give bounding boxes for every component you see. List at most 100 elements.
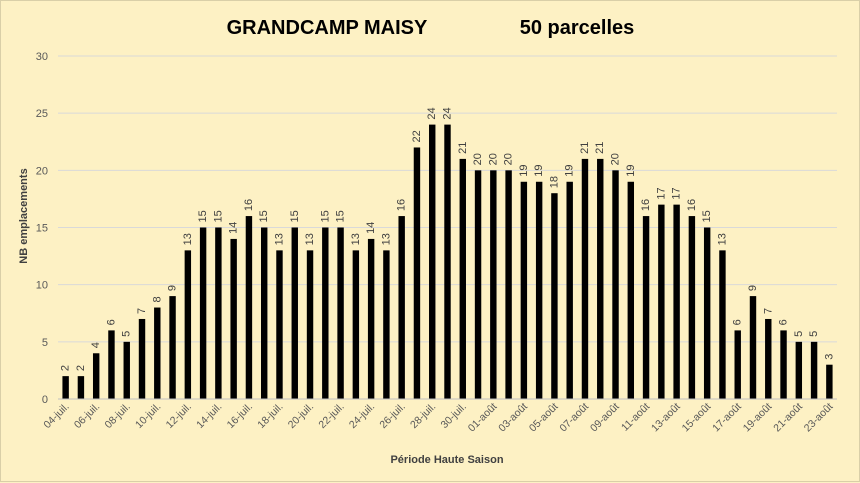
bar-24-juil. (367, 238, 375, 399)
data-label-11-juil.: 9 (167, 285, 179, 291)
bar-14-juil. (215, 227, 222, 399)
bar-31-juil. (474, 170, 482, 399)
data-label-04-août: 19 (533, 165, 545, 177)
data-label-14-juil.: 15 (212, 210, 224, 222)
data-label-10-juil.: 8 (151, 296, 163, 302)
data-label-08-août: 21 (594, 142, 606, 154)
bar-18-août (749, 296, 757, 399)
data-label-13-août: 17 (671, 187, 683, 199)
bar-27-juil. (413, 147, 421, 399)
y-tick-label: 15 (36, 223, 48, 235)
bar-07-juil. (108, 330, 115, 399)
bar-14-août (688, 216, 696, 399)
data-label-05-août: 18 (548, 176, 560, 188)
x-tick-label: 05-août (527, 401, 561, 435)
bar-23-juil. (352, 250, 360, 399)
data-label-27-juil.: 22 (411, 130, 423, 142)
data-label-31-juil.: 20 (472, 153, 484, 165)
bar-12-juil. (184, 250, 192, 399)
data-label-01-août: 20 (487, 153, 499, 165)
data-label-06-juil.: 4 (90, 342, 102, 348)
data-label-20-juil.: 13 (304, 233, 316, 245)
x-tick-label: 10-juil. (133, 401, 163, 431)
data-label-15-août: 15 (701, 210, 713, 222)
data-label-28-juil.: 24 (426, 107, 438, 119)
data-label-17-août: 6 (732, 319, 744, 325)
data-label-26-juil.: 16 (396, 199, 408, 211)
data-label-08-juil.: 5 (121, 331, 133, 337)
data-label-13-juil.: 15 (197, 210, 209, 222)
bar-28-juil. (429, 124, 436, 399)
data-label-15-juil.: 14 (228, 222, 240, 234)
x-tick-label: 21-août (771, 401, 805, 435)
y-axis-title: NB emplacements (18, 168, 30, 263)
x-tick-label: 07-août (557, 401, 591, 435)
bar-16-août (719, 250, 726, 399)
bar-08-août (597, 158, 604, 399)
data-label-17-juil.: 15 (258, 210, 270, 222)
x-tick-label: 11-août (619, 401, 652, 434)
data-label-02-août: 20 (503, 153, 515, 165)
data-label-20-août: 6 (778, 319, 790, 325)
data-label-10-août: 19 (625, 165, 637, 177)
bar-08-juil. (123, 341, 130, 399)
bar-18-juil. (276, 250, 283, 399)
y-tick-label: 30 (36, 51, 48, 63)
data-label-19-août: 7 (762, 308, 774, 314)
data-label-11-août: 16 (640, 199, 652, 211)
data-label-16-août: 13 (716, 233, 728, 245)
x-tick-label: 17-août (710, 401, 744, 435)
data-label-03-août: 19 (518, 165, 530, 177)
bar-26-juil. (398, 216, 405, 399)
bar-23-août (826, 364, 833, 399)
bar-09-août (612, 170, 619, 399)
data-label-21-août: 5 (793, 331, 805, 337)
data-label-07-août: 21 (579, 142, 591, 154)
x-tick-label: 14-juil. (194, 401, 224, 431)
chart-subtitle: 50 parcelles (520, 17, 635, 39)
bar-09-juil. (138, 318, 146, 399)
data-label-06-août: 19 (564, 165, 576, 177)
data-label-23-juil.: 13 (350, 233, 362, 245)
bar-03-août (520, 181, 528, 399)
x-axis-title: Période Haute Saison (390, 454, 503, 466)
bar-02-août (505, 170, 512, 399)
data-label-24-juil.: 14 (365, 222, 377, 234)
bar-21-juil. (322, 227, 329, 399)
y-axis-ticks: 0 5 10 15 20 25 30 (36, 51, 48, 406)
data-label-09-juil.: 7 (136, 308, 148, 314)
data-label-04-juil.: 2 (60, 365, 72, 371)
bar-05-août (551, 193, 558, 399)
bar-22-juil. (337, 227, 344, 399)
x-tick-label: 24-juil. (347, 401, 377, 431)
x-tick-label: 20-juil. (286, 401, 316, 431)
x-tick-label: 26-juil. (377, 401, 407, 431)
data-label-12-juil.: 13 (182, 233, 194, 245)
x-axis-ticks: 04-juil. 06-juil. 08-juil. 10-juil. 12-juil.… (41, 401, 835, 435)
bar-12-août (658, 204, 665, 399)
bar-19-août (765, 318, 772, 399)
bar-01-août (490, 170, 497, 399)
data-label-23-août: 3 (823, 354, 835, 360)
data-label-09-août: 20 (610, 153, 622, 165)
data-label-19-juil.: 15 (289, 210, 301, 222)
bar-10-juil. (154, 307, 161, 399)
data-label-07-juil.: 6 (105, 319, 117, 325)
bar-17-juil. (261, 227, 268, 399)
bar-19-juil. (291, 227, 298, 399)
bar-20-août (780, 330, 787, 399)
y-tick-label: 10 (36, 280, 48, 292)
y-tick-label: 5 (42, 337, 48, 349)
data-label-25-juil.: 13 (380, 233, 392, 245)
x-tick-label: 16-juil. (225, 401, 255, 431)
bar-20-juil. (306, 250, 314, 399)
data-label-18-août: 9 (747, 285, 759, 291)
data-label-22-août: 5 (808, 331, 820, 337)
bar-15-juil. (230, 238, 237, 399)
x-tick-label: 23-août (802, 401, 836, 435)
bar-22-août (810, 341, 818, 399)
x-tick-label: 03-août (496, 401, 530, 435)
bar-13-août (673, 204, 680, 399)
